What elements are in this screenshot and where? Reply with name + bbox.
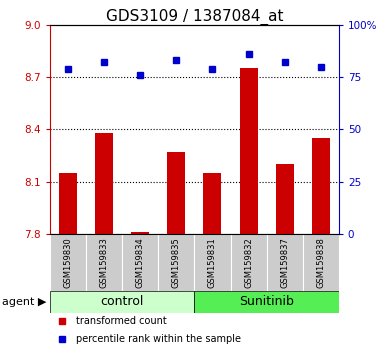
Text: GSM159838: GSM159838 [316, 237, 325, 288]
Bar [303, 234, 339, 291]
Bar [194, 291, 339, 313]
Bar [167, 152, 186, 234]
Bar [122, 234, 158, 291]
Title: GDS3109 / 1387084_at: GDS3109 / 1387084_at [105, 8, 283, 25]
Bar [266, 234, 303, 291]
Text: agent ▶: agent ▶ [2, 297, 46, 307]
Bar [276, 164, 294, 234]
Bar [203, 173, 221, 234]
Bar [86, 234, 122, 291]
Text: transformed count: transformed count [76, 315, 167, 326]
Bar [50, 234, 86, 291]
Bar [194, 234, 231, 291]
Text: GSM159830: GSM159830 [64, 237, 73, 288]
Bar [131, 233, 149, 234]
Text: GSM159831: GSM159831 [208, 237, 217, 288]
Bar [312, 138, 330, 234]
Bar [239, 68, 258, 234]
Bar [59, 173, 77, 234]
Text: GSM159837: GSM159837 [280, 237, 289, 288]
Bar [95, 133, 113, 234]
Text: GSM159835: GSM159835 [172, 237, 181, 288]
Text: percentile rank within the sample: percentile rank within the sample [76, 335, 241, 344]
Text: control: control [100, 295, 144, 308]
Bar [158, 234, 194, 291]
Text: GSM159834: GSM159834 [136, 237, 145, 288]
Bar [50, 291, 194, 313]
Text: GSM159832: GSM159832 [244, 237, 253, 288]
Bar [231, 234, 266, 291]
Text: Sunitinib: Sunitinib [239, 295, 294, 308]
Text: GSM159833: GSM159833 [100, 237, 109, 288]
